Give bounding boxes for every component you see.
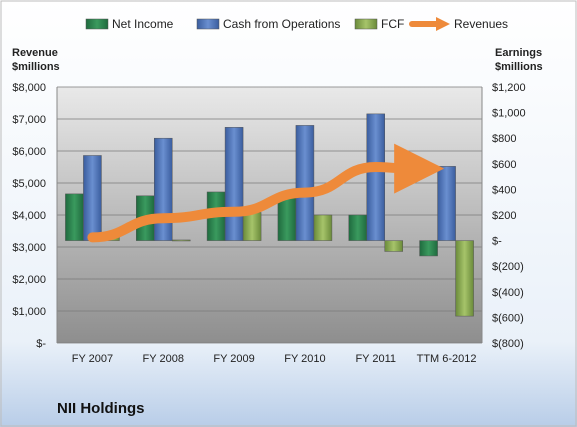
category-label: TTM 6-2012 — [417, 353, 477, 365]
left-tick-label: $3,000 — [12, 242, 46, 254]
left-tick-label: $4,000 — [12, 210, 46, 222]
legend-arrow-icon — [436, 17, 450, 31]
right-tick-label: $(800) — [492, 338, 524, 350]
category-labels: FY 2007 FY 2008 FY 2009 FY 2010 FY 2011 TTM 6… — [72, 353, 477, 365]
legend-fcf: FCF — [381, 17, 404, 31]
legend-swatch — [354, 18, 378, 30]
left-axis-label-line2: $millions — [12, 61, 60, 73]
right-tick-label: $1,000 — [492, 108, 526, 120]
category-label: FY 2010 — [284, 353, 325, 365]
category-label: FY 2007 — [72, 353, 113, 365]
legend-revenues: Revenues — [454, 17, 508, 31]
category-label: FY 2011 — [355, 353, 396, 365]
fcf-bar — [313, 214, 333, 241]
right-tick-label: $- — [492, 236, 502, 248]
right-tick-label: $1,200 — [492, 82, 526, 94]
left-tick-label: $1,000 — [12, 306, 46, 318]
right-axis-ticks: $(800) $(600) $(400) $(200) $- $200 $400 $600 $8… — [492, 82, 526, 350]
net-income-bar — [277, 195, 297, 241]
left-tick-label: $- — [36, 338, 46, 350]
cash-from-operations-bar — [295, 125, 315, 241]
right-tick-label: $200 — [492, 210, 516, 222]
cash-from-operations-bar — [366, 113, 385, 241]
left-tick-label: $5,000 — [12, 178, 46, 190]
legend: Net Income Cash from Operations FCF Revenue… — [85, 17, 508, 31]
fcf-bar — [384, 240, 403, 252]
legend-cash-from-operations: Cash from Operations — [223, 17, 340, 31]
left-tick-label: $2,000 — [12, 274, 46, 286]
left-tick-label: $6,000 — [12, 146, 46, 158]
right-axis-label-line1: Earnings — [495, 47, 542, 59]
gridlines — [56, 86, 483, 344]
right-tick-label: $600 — [492, 159, 516, 171]
bars — [65, 113, 474, 317]
net-income-bar — [348, 214, 367, 241]
right-tick-label: $(200) — [492, 261, 524, 273]
cash-from-operations-bar — [83, 155, 102, 241]
right-axis-label-line2: $millions — [495, 61, 543, 73]
left-tick-label: $8,000 — [12, 82, 46, 94]
cash-from-operations-bar — [224, 127, 244, 241]
fcf-bar — [455, 240, 474, 317]
right-tick-label: $(600) — [492, 312, 524, 324]
fcf-bar — [242, 212, 262, 241]
right-tick-label: $400 — [492, 184, 516, 196]
left-axis-ticks: $- $1,000 $2,000 $3,000 $4,000 $5,000 $6,000 $7… — [12, 82, 46, 350]
cash-from-operations-bar — [154, 137, 173, 241]
legend-swatch — [196, 18, 220, 30]
right-tick-label: $(400) — [492, 287, 524, 299]
left-tick-label: $7,000 — [12, 114, 46, 126]
legend-net-income: Net Income — [112, 17, 174, 31]
right-tick-label: $800 — [492, 133, 516, 145]
chart-title: NII Holdings — [57, 400, 145, 417]
revenues-series-line — [87, 143, 445, 243]
fcf-bar — [172, 239, 191, 242]
cash-from-operations-bar — [437, 166, 456, 241]
category-label: FY 2008 — [143, 353, 184, 365]
revenue-line — [87, 143, 445, 243]
net-income-bar — [65, 193, 84, 241]
left-axis-label-line1: Revenue — [12, 47, 58, 59]
category-label: FY 2009 — [213, 353, 254, 365]
legend-swatch — [85, 18, 109, 30]
net-income-bar — [419, 240, 438, 257]
